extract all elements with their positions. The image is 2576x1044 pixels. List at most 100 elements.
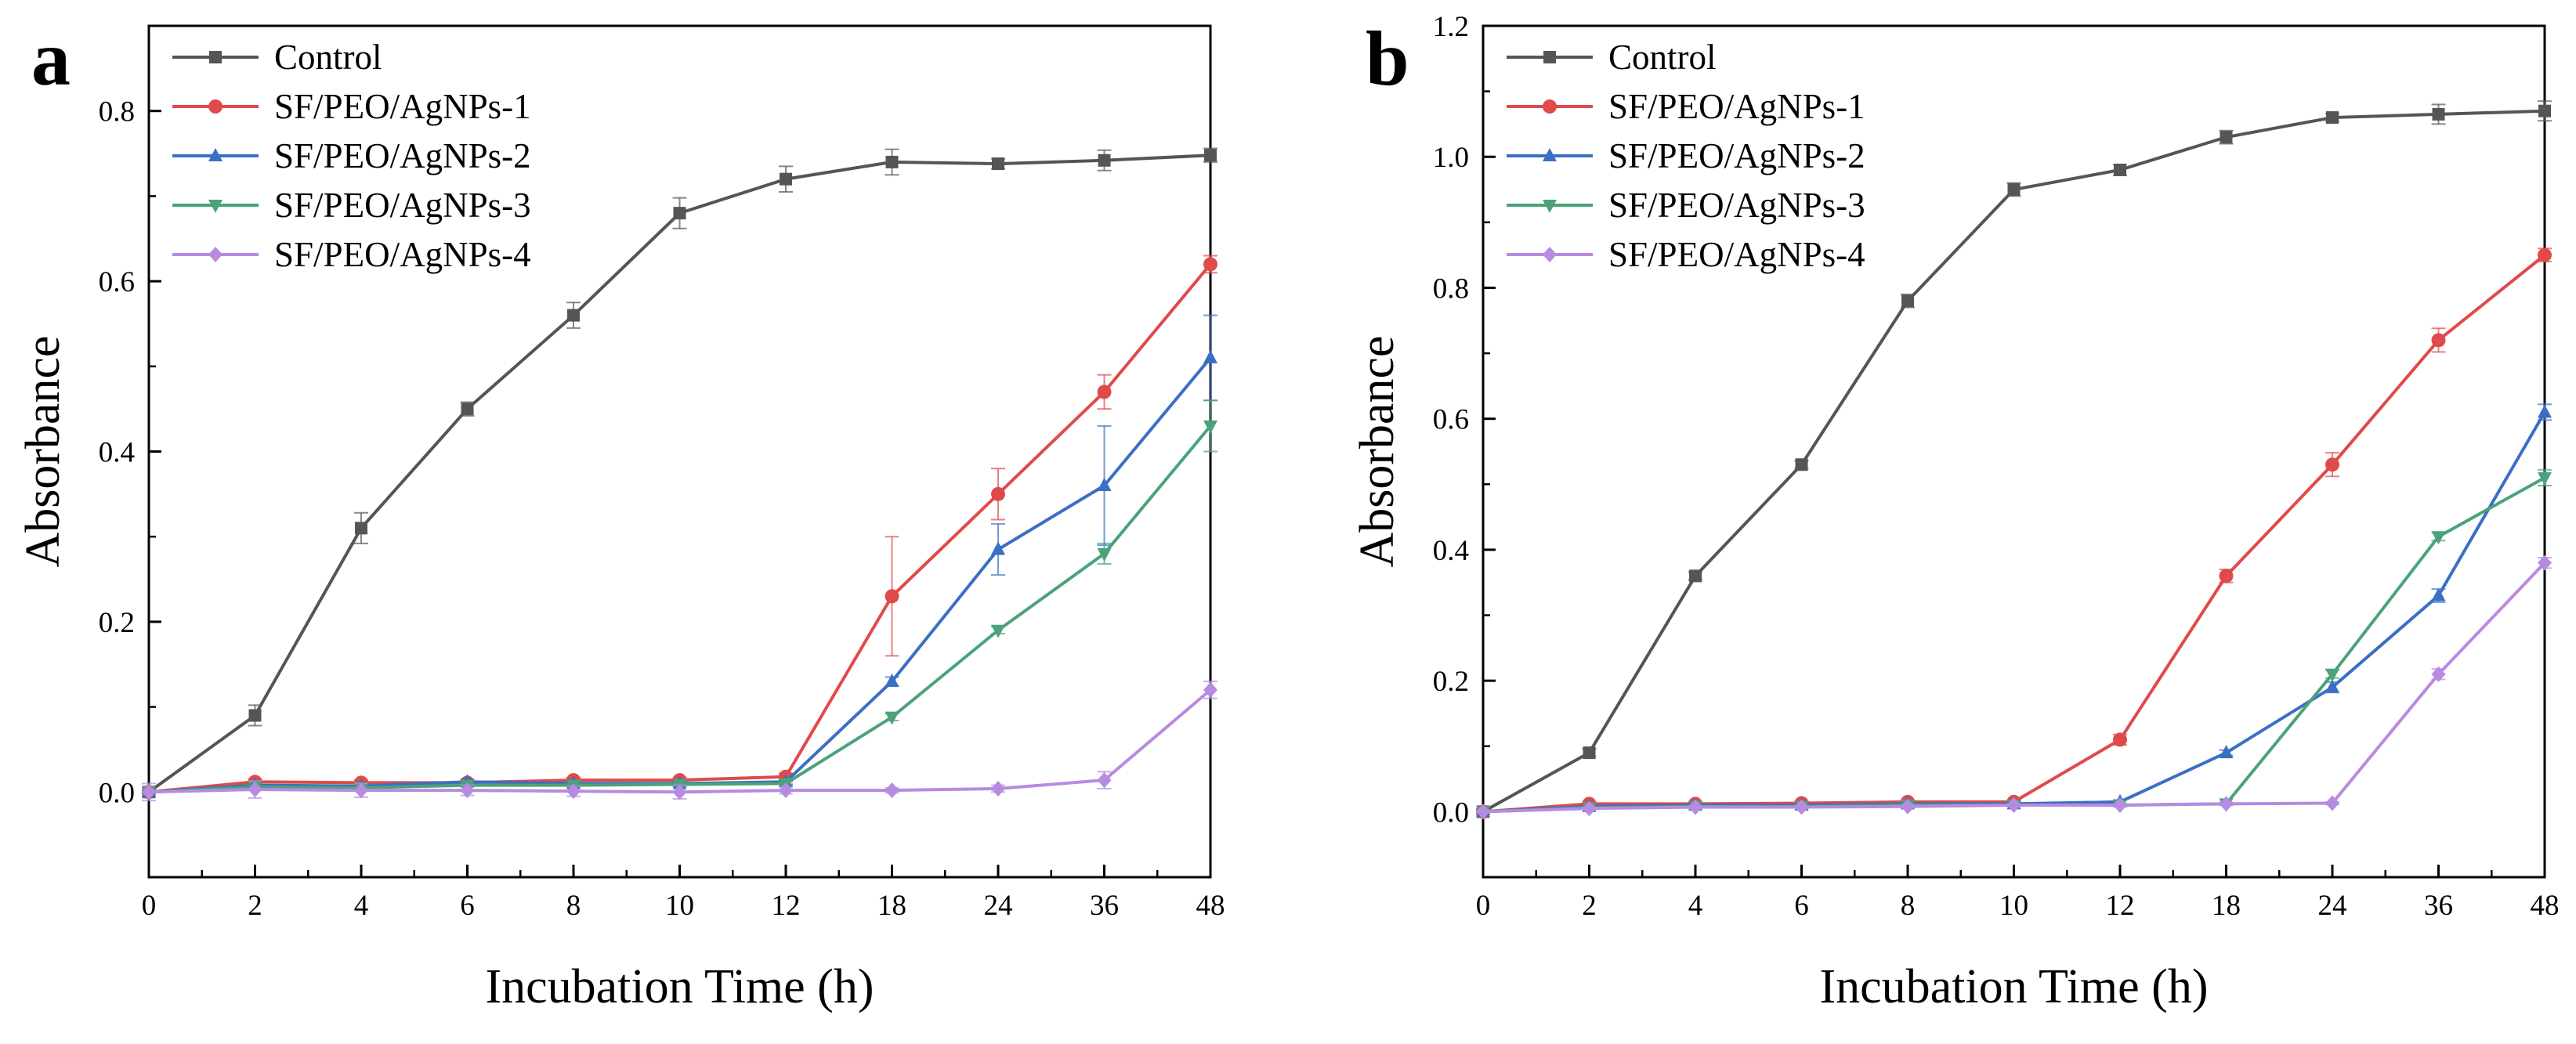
data-point [1097, 385, 1112, 399]
data-point [142, 784, 156, 800]
data-point [461, 403, 474, 416]
data-point [780, 172, 792, 186]
legend-label: SF/PEO/AgNPs-4 [1608, 235, 1865, 274]
data-point [885, 782, 899, 799]
y-tick-label: 0.4 [99, 437, 135, 469]
data-point [1795, 458, 1808, 471]
legend-marker [1543, 51, 1556, 63]
x-axis-label: Incubation Time (h) [1820, 960, 2209, 1013]
data-point [2538, 247, 2552, 262]
data-point [673, 207, 686, 220]
series-sf-peo-agnps-2 [142, 314, 1217, 798]
data-point [354, 782, 368, 799]
x-tick-label: 36 [1090, 890, 1119, 922]
data-point [567, 309, 580, 322]
data-point [2325, 668, 2339, 682]
legend-marker [209, 51, 222, 63]
data-point [1901, 798, 1915, 815]
chart-panel-b: 0 2 4 6 8 10 12 18 24 36 480.00.20.40.60.81.01.2In… [1351, 11, 2560, 1013]
legend-marker [1543, 99, 1557, 114]
data-point [1582, 800, 1597, 817]
x-tick-label: 48 [1196, 890, 1225, 922]
data-point [2219, 796, 2234, 812]
x-tick-label: 4 [354, 890, 369, 922]
x-tick-label: 36 [2424, 890, 2453, 922]
y-tick-label: 0.2 [99, 607, 135, 639]
data-point [885, 711, 899, 725]
x-tick-label: 18 [2212, 890, 2241, 922]
legend-marker [1543, 200, 1557, 213]
x-tick-label: 24 [2318, 890, 2347, 922]
x-tick-label: 8 [566, 890, 581, 922]
data-point [1794, 799, 1809, 815]
chart-panel-a: 0 2 4 6 8 10 12 18 24 36 480.00.20.40.60.8Incubati… [16, 15, 1225, 1013]
data-point [1688, 799, 1702, 815]
data-point [2538, 104, 2551, 117]
series-line [1482, 411, 2546, 814]
data-point [779, 782, 793, 799]
data-point [2113, 797, 2127, 814]
series-control [142, 147, 1217, 799]
series-sf-peo-agnps-3 [142, 399, 1217, 800]
x-tick-label: 0 [142, 890, 157, 922]
series-sf-peo-agnps-3 [1476, 468, 2552, 820]
data-point [1203, 257, 1217, 272]
x-tick-label: 6 [460, 890, 475, 922]
data-point [2114, 163, 2126, 176]
data-point [672, 784, 687, 800]
data-point [1203, 420, 1217, 434]
legend-label: SF/PEO/AgNPs-2 [274, 136, 531, 175]
series-line [148, 263, 1212, 794]
y-tick-label: 0.2 [1433, 666, 1469, 698]
data-point [2219, 745, 2234, 759]
data-point [460, 782, 475, 799]
x-tick-label: 12 [772, 890, 801, 922]
y-tick-label: 0.0 [99, 777, 135, 809]
data-point [1901, 294, 1914, 308]
data-point [1097, 772, 1112, 789]
x-tick-label: 8 [1901, 890, 1916, 922]
data-point [2113, 732, 2127, 747]
x-tick-label: 2 [248, 890, 262, 922]
series-line [148, 356, 1212, 794]
data-point [885, 155, 899, 168]
data-point [566, 783, 581, 800]
data-point [1098, 154, 1111, 167]
data-point [991, 486, 1005, 501]
legend-marker [208, 99, 223, 114]
x-axis-label: Incubation Time (h) [486, 960, 874, 1013]
data-point [2431, 531, 2446, 545]
data-point [1203, 681, 1217, 698]
y-axis-label: Absorbance [16, 335, 70, 567]
data-point [2325, 457, 2339, 472]
data-point [991, 780, 1005, 797]
legend-label: SF/PEO/AgNPs-2 [1608, 136, 1865, 175]
data-point [991, 624, 1005, 638]
y-tick-label: 1.2 [1433, 11, 1469, 43]
legend-label: Control [274, 38, 382, 77]
y-tick-label: 0.6 [1433, 404, 1469, 436]
data-point [2007, 183, 2021, 197]
data-point [248, 709, 262, 722]
data-point [2431, 333, 2446, 348]
data-point [1097, 477, 1112, 491]
data-point [2325, 679, 2339, 693]
legend: Control SF/PEO/AgNPs-1 SF/PEO/AgNPs-2 SF/PE… [172, 38, 531, 274]
data-point [991, 541, 1005, 555]
data-point [2325, 795, 2339, 811]
x-tick-label: 10 [1999, 890, 2028, 922]
x-tick-label: 18 [877, 890, 906, 922]
series-line [1482, 562, 2546, 814]
x-tick-label: 24 [984, 890, 1013, 922]
series-sf-peo-agnps-2 [1476, 403, 2552, 818]
data-point [1476, 804, 1490, 820]
data-point [2431, 587, 2446, 601]
legend-marker [1543, 247, 1557, 262]
data-point [1097, 547, 1112, 562]
data-point [1689, 569, 1702, 583]
series-line [148, 424, 1212, 794]
data-point [2006, 797, 2021, 814]
y-tick-label: 0.0 [1433, 797, 1469, 829]
panel-label: b [1366, 15, 1409, 102]
